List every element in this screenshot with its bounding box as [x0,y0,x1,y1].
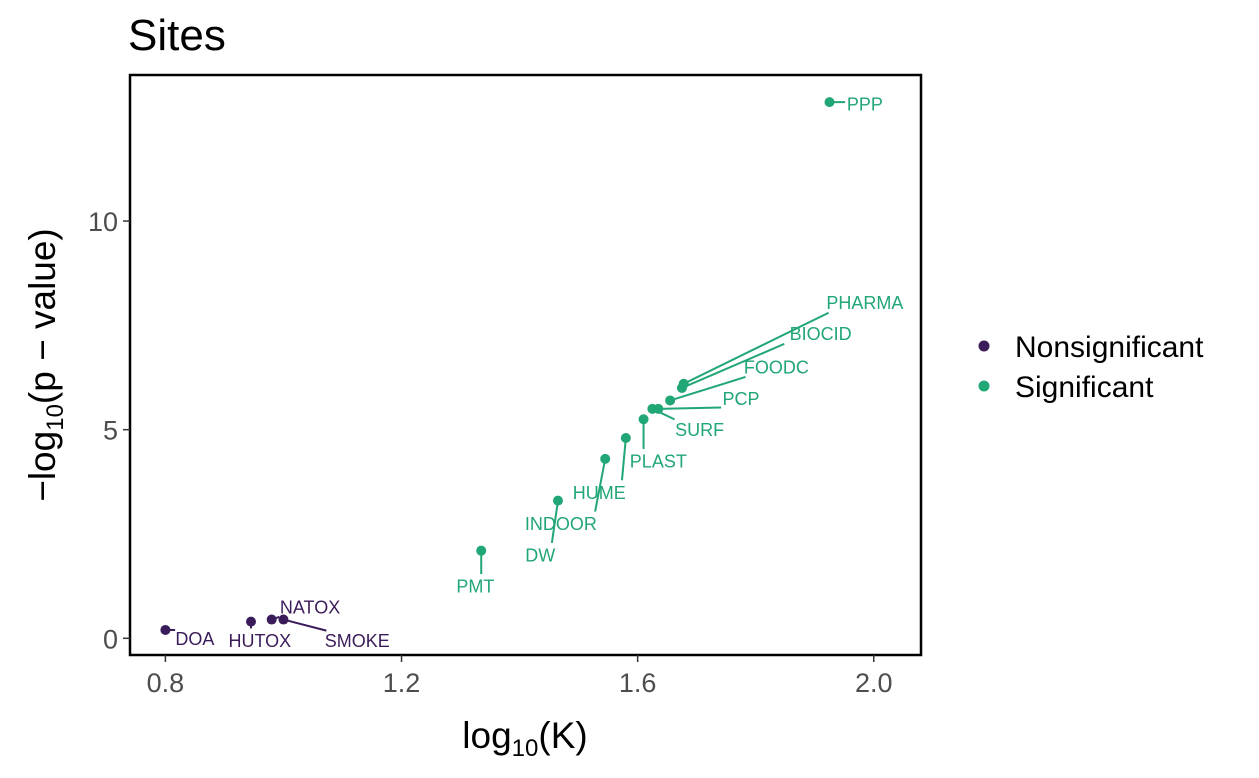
chart-title: Sites [128,11,226,60]
x-tick-label: 2.0 [855,668,893,698]
x-axis-title: log10(K) [462,715,587,762]
x-tick-label: 1.6 [619,668,657,698]
y-axis-title-prefix: −log [22,431,63,502]
legend-label-significant: Significant [1015,371,1154,404]
legend-label-nonsignificant: Nonsignificant [1015,331,1204,364]
legend-key-nonsignificant [978,340,990,352]
point-label-foodc: FOODC [744,358,809,378]
point-label-ppp: PPP [847,95,883,115]
point-dw [552,495,563,506]
y-axis-title-subscript: 10 [42,404,69,431]
point-doa [160,624,171,635]
connector-foodc [669,376,746,402]
point-plast [638,414,649,425]
axis-ticks: 0.8 1.2 1.6 2.0 0 5 10 [88,207,893,698]
y-axis-title-argument: p − value [22,241,63,392]
point-label-pharma: PHARMA [826,293,903,313]
connector-hume [620,437,627,481]
connector-indoor [594,458,607,512]
point-natox [266,614,277,625]
connector-smoke [283,618,327,632]
legend-key-significant [978,380,990,392]
y-tick-label: 0 [103,624,118,654]
x-tick-label: 1.2 [383,668,421,698]
point-label-plast: PLAST [630,451,687,471]
point-label-biocid: BIOCID [790,324,852,344]
point-label-hutox: HUTOX [229,631,292,651]
point-label-hume: HUME [573,483,626,503]
point-hutox [246,616,257,627]
plot-panel-border [128,73,923,657]
x-axis-title-argument: K [551,715,576,756]
legend: Nonsignificant Significant [978,331,1204,404]
point-pcp [653,403,664,414]
y-tick-label: 10 [88,207,118,237]
connector-pharma [683,311,830,385]
point-pmt [476,545,487,556]
point-label-dw: DW [525,545,555,565]
x-axis-title-prefix: log [462,715,511,756]
connector-biocid [681,342,785,389]
point-smoke [278,614,289,625]
connector-pcp [658,406,722,410]
point-label-surf: SURF [675,420,724,440]
point-label-indoor: INDOOR [525,514,597,534]
connector-dw [550,500,559,544]
point-hume [620,433,631,444]
point-label-natox: NATOX [280,598,340,618]
point-label-pmt: PMT [456,577,494,597]
point-pharma [678,378,689,389]
point-ppp [824,97,835,108]
y-tick-label: 5 [103,416,118,446]
y-axis-title: −log10(p − value) [22,228,69,502]
x-tick-label: 0.8 [147,668,185,698]
x-axis-title-subscript: 10 [512,735,539,762]
point-label-smoke: SMOKE [325,631,390,651]
data-points [160,97,835,635]
point-indoor [600,453,611,464]
point-label-doa: DOA [175,629,214,649]
point-label-pcp: PCP [722,389,759,409]
point-foodc [665,395,676,406]
